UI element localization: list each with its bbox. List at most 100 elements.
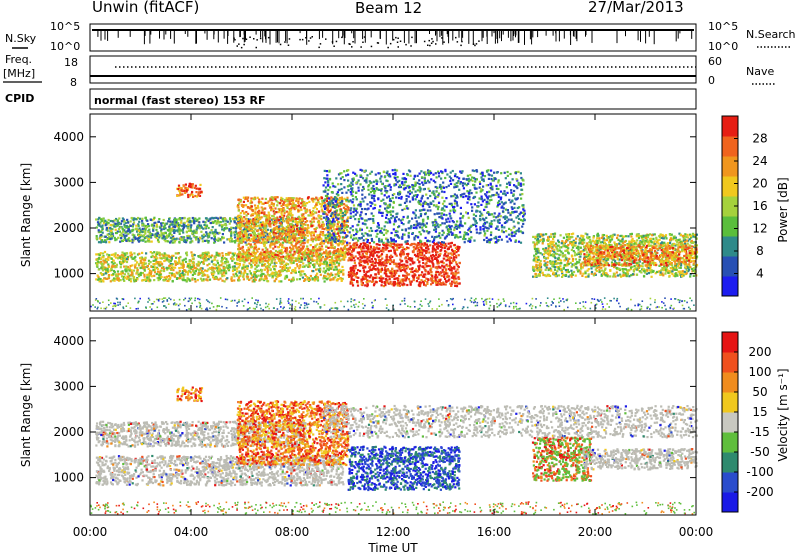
- heatmap-cell: [323, 261, 325, 263]
- heatmap-cell: [212, 222, 214, 224]
- heatmap-cell: [278, 241, 280, 243]
- heatmap-cell: [148, 268, 150, 270]
- nsky-spike: [570, 31, 571, 45]
- heatmap-cell: [153, 256, 155, 258]
- heatmap-cell: [127, 228, 129, 230]
- heatmap-cell: [192, 183, 194, 185]
- heatmap-cell: [398, 247, 400, 249]
- heatmap-cell: [369, 266, 371, 268]
- heatmap-cell: [344, 240, 346, 242]
- heatmap-cell: [336, 279, 338, 281]
- heatmap-cell: [363, 244, 365, 246]
- heatmap-cell: [439, 267, 441, 269]
- heatmap-cell: [258, 270, 260, 272]
- nsearch-dot: [332, 41, 334, 43]
- heatmap-cell: [337, 244, 339, 246]
- nsearch-dot: [341, 37, 343, 39]
- nsearch-dot: [457, 41, 459, 43]
- heatmap-cell: [218, 237, 220, 239]
- heatmap-cell: [149, 236, 151, 238]
- heatmap-cell: [139, 227, 141, 229]
- heatmap-cell: [314, 228, 316, 230]
- heatmap-cell: [238, 279, 240, 281]
- heatmap-cell: [354, 262, 356, 264]
- heatmap-cell: [179, 224, 181, 226]
- heatmap-cell: [261, 231, 263, 233]
- heatmap-cell: [287, 253, 289, 255]
- heatmap-cell: [158, 279, 160, 281]
- heatmap-cell: [237, 253, 239, 255]
- heatmap-cell: [430, 255, 432, 257]
- heatmap-cell: [157, 268, 159, 270]
- heatmap-cell: [224, 257, 226, 259]
- heatmap-cell: [306, 220, 308, 222]
- heatmap-cell: [238, 272, 240, 274]
- nsky-spike: [482, 31, 483, 41]
- heatmap-cell: [384, 284, 386, 286]
- heatmap-cell: [287, 213, 289, 215]
- heatmap-cell: [176, 238, 178, 240]
- heatmap-cell: [250, 226, 252, 228]
- heatmap-cell: [449, 264, 451, 266]
- nsky-spike: [218, 31, 219, 43]
- heatmap-cell: [101, 273, 103, 275]
- heatmap-cell: [125, 265, 127, 267]
- heatmap-cell: [417, 250, 419, 252]
- heatmap-cell: [311, 237, 313, 239]
- heatmap-cell: [202, 268, 204, 270]
- heatmap-cell: [180, 267, 182, 269]
- heatmap-cell: [425, 247, 427, 249]
- heatmap-cell: [164, 252, 166, 254]
- heatmap-cell: [283, 239, 285, 241]
- heatmap-cell: [363, 269, 365, 271]
- heatmap-cell: [448, 268, 450, 270]
- heatmap-cell: [278, 219, 280, 221]
- heatmap-cell: [214, 233, 216, 235]
- heatmap-cell: [288, 270, 290, 272]
- nsky-spike: [530, 31, 531, 39]
- heatmap-cell: [108, 236, 110, 238]
- heatmap-cell: [232, 253, 234, 255]
- heatmap-cell: [308, 259, 310, 261]
- heatmap-cell: [387, 261, 389, 263]
- heatmap-cell: [171, 223, 173, 225]
- nsky-tick-top: 10^5: [50, 20, 80, 33]
- heatmap-cell: [301, 226, 303, 228]
- heatmap-cell: [165, 277, 167, 279]
- heatmap-cell: [318, 211, 320, 213]
- heatmap-cell: [338, 272, 340, 274]
- heatmap-cell: [178, 194, 180, 196]
- heatmap-cell: [324, 280, 326, 282]
- heatmap-cell: [193, 222, 195, 224]
- heatmap-cell: [202, 261, 204, 263]
- heatmap-cell: [334, 276, 336, 278]
- freq-unit: [MHz]: [3, 67, 35, 80]
- heatmap-cell: [260, 201, 262, 203]
- heatmap-cell: [284, 278, 286, 280]
- heatmap-cell: [283, 201, 285, 203]
- heatmap-cell: [184, 222, 186, 224]
- heatmap-cell: [305, 237, 307, 239]
- freq-strip-frame: [90, 56, 696, 83]
- heatmap-cell: [175, 261, 177, 263]
- heatmap-cell: [148, 229, 150, 231]
- heatmap-cell: [240, 221, 242, 223]
- heatmap-cell: [205, 279, 207, 281]
- nsky-spike: [165, 31, 166, 35]
- heatmap-cell: [159, 264, 161, 266]
- heatmap-cell: [301, 199, 303, 201]
- heatmap-cell: [108, 222, 110, 224]
- heatmap-cell: [175, 257, 177, 259]
- heatmap-cell: [320, 231, 322, 233]
- nsearch-dot: [268, 37, 270, 39]
- nsky-spike: [462, 31, 463, 38]
- heatmap-cell: [162, 255, 164, 257]
- heatmap-cell: [383, 264, 385, 266]
- nsearch-dot: [371, 46, 373, 48]
- heatmap-cell: [297, 265, 299, 267]
- heatmap-cell: [307, 255, 309, 257]
- heatmap-cell: [290, 212, 292, 214]
- heatmap-cell: [151, 252, 153, 254]
- heatmap-cell: [245, 224, 247, 226]
- heatmap-cell: [322, 232, 324, 234]
